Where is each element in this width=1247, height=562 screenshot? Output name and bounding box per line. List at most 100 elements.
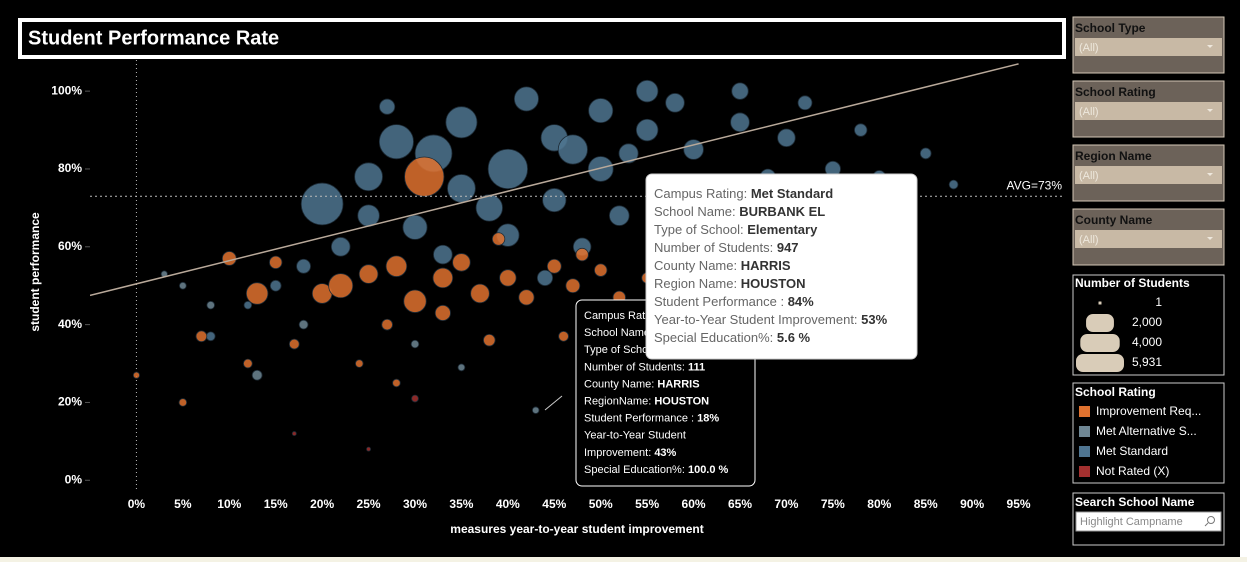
- bubble: [546, 258, 562, 274]
- bubble: [206, 300, 215, 310]
- search-input[interactable]: [1075, 511, 1222, 532]
- dropdown-arrow: [1207, 173, 1213, 176]
- bubble: [245, 282, 269, 305]
- tooltip-label: Campus Rating:: [654, 186, 751, 201]
- bubble: [487, 148, 528, 190]
- tooltip-label: Region Name:: [654, 276, 741, 291]
- bubble: [288, 338, 300, 350]
- x-tick-label: 70%: [774, 497, 798, 511]
- bubble: [434, 304, 451, 321]
- bubble: [587, 156, 614, 182]
- legend-swatch[interactable]: [1079, 406, 1090, 417]
- tooltip-box: [645, 173, 918, 360]
- dropdown-arrow: [1207, 237, 1213, 240]
- tooltip-label: School Name:: [654, 204, 739, 219]
- tooltip-row: Year-to-Year Student: [584, 430, 686, 442]
- y-tick-label: 80%: [58, 161, 82, 175]
- x-tick-label: 20%: [310, 497, 334, 511]
- bubble: [731, 82, 749, 100]
- bubble: [665, 93, 685, 113]
- filter-dropdown[interactable]: [1075, 38, 1222, 56]
- bubble: [403, 289, 427, 313]
- color-legend-title: School Rating: [1075, 385, 1156, 399]
- legend-swatch[interactable]: [1079, 446, 1090, 457]
- x-tick-label: 95%: [1007, 497, 1031, 511]
- tooltip-row: Special Education%: 5.6 %: [654, 330, 811, 345]
- filter-dropdown[interactable]: [1075, 102, 1222, 120]
- y-tick-label: 100%: [51, 83, 82, 97]
- bubble: [205, 331, 216, 342]
- legend-label[interactable]: Not Rated (X): [1096, 464, 1169, 478]
- tooltip-value: 111: [688, 361, 705, 373]
- bubble: [532, 406, 540, 414]
- bubble: [557, 134, 588, 165]
- bubble: [919, 147, 932, 160]
- bubble: [447, 174, 476, 203]
- size-legend-label: 4,000: [1132, 335, 1162, 349]
- bubble: [618, 143, 639, 164]
- filter-dropdown[interactable]: [1075, 166, 1222, 184]
- legend-label[interactable]: Improvement Req...: [1096, 404, 1201, 418]
- tooltip-row: Student Performance : 84%: [654, 294, 814, 309]
- bubble: [392, 378, 401, 388]
- bubble: [475, 194, 503, 222]
- bubble: [296, 258, 311, 274]
- bubble: [565, 278, 581, 294]
- bubble: [854, 123, 868, 137]
- size-legend-label: 5,931: [1132, 355, 1162, 369]
- dropdown-arrow: [1207, 109, 1213, 112]
- bubble: [609, 205, 630, 226]
- bubble: [558, 330, 569, 342]
- tooltip-value: HOUSTON: [654, 395, 709, 407]
- tooltip-value: 84%: [788, 294, 814, 309]
- bubble: [777, 128, 796, 148]
- size-legend-swatch: [1080, 334, 1120, 352]
- legend-swatch[interactable]: [1079, 466, 1090, 477]
- tooltip-label: RegionName:: [584, 395, 654, 407]
- x-tick-label: 10%: [217, 497, 241, 511]
- bubble: [470, 283, 490, 304]
- bubble: [132, 371, 140, 379]
- tooltip-label: Number of Students:: [654, 240, 777, 255]
- bubble: [378, 124, 414, 160]
- legend-swatch[interactable]: [1079, 426, 1090, 437]
- legend-label[interactable]: Met Alternative S...: [1096, 424, 1197, 438]
- tooltip-label: Campus Rat: [584, 310, 645, 322]
- tooltip-row: RegionName: HOUSTON: [584, 395, 709, 407]
- x-tick-label: 85%: [914, 497, 938, 511]
- bubble: [379, 98, 396, 115]
- x-tick-label: 60%: [682, 497, 706, 511]
- y-axis-title: student performance: [28, 212, 42, 332]
- chart-title: Student Performance Rate: [28, 27, 279, 49]
- tooltip-value: BURBANK EL: [739, 204, 825, 219]
- filter-dropdown[interactable]: [1075, 230, 1222, 248]
- legend-label[interactable]: Met Standard: [1096, 444, 1168, 458]
- bubble: [536, 269, 554, 286]
- overlay: Campus Rat School Name Type of Scho Number …: [544, 173, 918, 487]
- tooltip-value: 43%: [654, 447, 676, 459]
- bubble: [457, 363, 466, 372]
- search-placeholder: Highlight Campname: [1080, 516, 1183, 528]
- bubble: [178, 398, 188, 407]
- tooltip-label: Special Education%:: [654, 330, 777, 345]
- bubble: [195, 330, 208, 343]
- x-tick-label: 0%: [128, 497, 146, 511]
- bubble: [513, 86, 539, 112]
- tooltip-row: Type of Scho: [584, 344, 648, 356]
- tooltip-value: Met Standard: [751, 186, 833, 201]
- tooltip-label: Year-to-Year Student Improvement:: [654, 312, 861, 327]
- side-panel: School Type (All) School Rating (All) Region…: [1072, 16, 1225, 546]
- x-tick-label: 50%: [589, 497, 613, 511]
- bubble: [269, 279, 282, 292]
- y-tick-label: 60%: [58, 239, 82, 253]
- x-tick-label: 5%: [174, 497, 192, 511]
- tooltip-label: County Name:: [584, 378, 657, 390]
- tooltip-row: Year-to-Year Student Improvement: 53%: [654, 312, 888, 327]
- tooltip-value: 947: [777, 240, 799, 255]
- tooltip-row: Number of Students: 111: [584, 361, 705, 373]
- bubble: [330, 237, 351, 257]
- x-tick-label: 35%: [449, 497, 473, 511]
- bubble: [452, 253, 471, 272]
- bubble: [300, 182, 344, 226]
